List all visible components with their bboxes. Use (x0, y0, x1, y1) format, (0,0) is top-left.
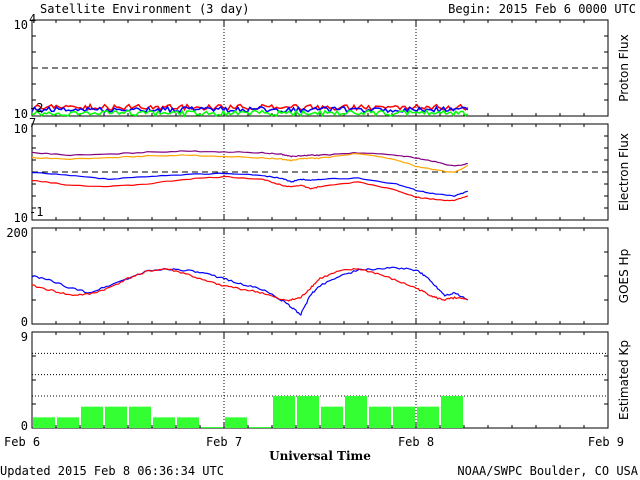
series-line-red (31, 175, 468, 202)
series-line-orange (31, 152, 469, 173)
kp-bar (417, 406, 439, 428)
chart-title: Satellite Environment (3 day) (40, 2, 250, 16)
y-tick-exponent-bottom: -2 (29, 101, 43, 115)
y-tick-label-bottom: 10 (14, 211, 28, 225)
kp-bar (321, 406, 343, 428)
updated-label: Updated 2015 Feb 8 06:36:34 UTC (0, 464, 224, 478)
series-line-purple (31, 150, 468, 167)
panel-frame (31, 123, 609, 221)
y-tick-exponent-bottom: -1 (29, 205, 43, 219)
panel-frame (31, 227, 609, 325)
x-axis-title: Universal Time (269, 449, 371, 463)
x-tick-feb8: Feb 8 (398, 435, 434, 449)
panel-ylabel: GOES Hp (617, 249, 631, 303)
source-label: NOAA/SWPC Boulder, CO USA (457, 464, 638, 478)
kp-bar (393, 406, 415, 428)
kp-bar (57, 417, 79, 428)
panel-frames: Proton Flux Electron Flux GOES Hp Estimated… (31, 19, 631, 429)
x-tick-feb9: Feb 9 (588, 435, 624, 449)
y-tick-label-top: 200 (6, 226, 28, 240)
kp-bar (345, 396, 367, 428)
panel-content (31, 67, 608, 428)
kp-bar (105, 406, 127, 428)
kp-bar (153, 417, 175, 428)
y-tick-exponent-top: 7 (29, 116, 36, 130)
series-line-blue (31, 266, 469, 316)
y-tick-label-top: 9 (21, 330, 28, 344)
kp-bar (201, 427, 223, 428)
kp-bar (369, 406, 391, 428)
series-line-green (31, 109, 469, 118)
kp-bar (33, 417, 55, 428)
x-tick-feb6: Feb 6 (4, 435, 40, 449)
kp-bar (273, 396, 295, 428)
x-tick-feb7: Feb 7 (206, 435, 242, 449)
kp-bar (249, 427, 271, 428)
y-tick-label-bottom: 0 (21, 315, 28, 329)
panel-frame (31, 19, 609, 117)
kp-bar (225, 417, 247, 428)
kp-bar (297, 396, 319, 428)
series-line-blue (31, 172, 468, 197)
kp-bar (129, 406, 151, 428)
panel-ylabel: Proton Flux (617, 34, 631, 101)
kp-bar (177, 417, 199, 428)
panel-ylabel: Estimated Kp (617, 340, 631, 420)
y-tick-label-bottom: 10 (14, 107, 28, 121)
y-tick-label-top: 10 (14, 18, 28, 32)
kp-bar (81, 406, 103, 428)
y-tick-label-bottom: 0 (21, 419, 28, 433)
begin-label: Begin: 2015 Feb 6 0000 UTC (448, 2, 636, 16)
kp-bar (441, 396, 463, 428)
y-tick-exponent-top: 4 (29, 12, 36, 26)
y-tick-label-top: 10 (14, 122, 28, 136)
series-line-red (31, 267, 469, 302)
panel-ylabel: Electron Flux (617, 133, 631, 211)
